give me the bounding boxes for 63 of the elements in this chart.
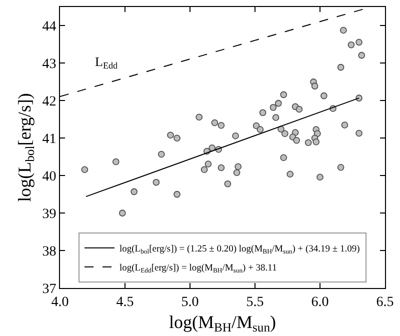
point [233,169,240,176]
x-tick-label: 4.5 [116,294,134,310]
point [119,210,126,216]
y-tick-label: 40 [42,170,56,184]
y-tick-label: 42 [42,94,56,110]
point [296,106,303,113]
point [340,26,347,34]
point [158,150,165,158]
point [286,170,294,178]
x-tick-label: 5.0 [181,294,199,310]
point [152,178,160,186]
point [275,100,282,107]
point [112,158,120,166]
legend-label: log(L$_{Edd}$[erg/s]) = log(M$_{BH}$/M$_{sun}$) + 38.11 [120,264,278,275]
point [196,114,202,121]
point [356,38,362,46]
point [356,94,362,102]
point [293,136,300,144]
legend-label: log(L$_{bol}$[erg/s]) = (1.25 ± 0.20) log(M$_{BH}$/M$_{sun}$) + (34.19 ± 1.09) [120,244,360,256]
point [337,64,344,71]
point [316,174,324,180]
point [174,190,180,198]
y-tick-label: 39 [42,206,56,222]
annotation: L$_{Edd}$ [95,54,118,71]
y-tick-label: 38 [42,244,56,260]
point [218,164,225,172]
point [280,91,287,98]
point [259,109,266,116]
point [208,144,216,152]
x-axis-title: log(M$_{BH}$/M$_{sun}$) [168,312,276,335]
point [312,138,320,146]
point [280,154,287,162]
point [167,132,174,139]
point [282,130,288,138]
point [348,41,355,48]
point [211,119,218,126]
point [224,180,232,188]
point [304,139,312,146]
y-tick-label: 41 [42,132,56,148]
point [341,122,348,128]
x-tick-label: 4.0 [51,294,69,310]
point [356,130,362,137]
point [232,132,239,140]
x-tick-label: 6.5 [376,294,394,310]
y-tick-label: 37 [42,282,56,297]
point [218,122,225,129]
point [256,126,264,133]
point [272,114,280,121]
point [337,164,344,171]
point [204,160,212,168]
point [234,163,242,170]
x-tick-label: 5.5 [246,294,264,310]
x-tick-label: 6.0 [311,294,329,310]
point [200,166,208,174]
point [270,104,277,111]
point [174,134,180,142]
point [358,52,365,59]
y-tick-label: 43 [42,57,56,72]
point [320,92,328,100]
y-tick-label: 44 [42,20,56,35]
point [130,188,138,196]
point [311,82,318,90]
point [81,166,88,174]
